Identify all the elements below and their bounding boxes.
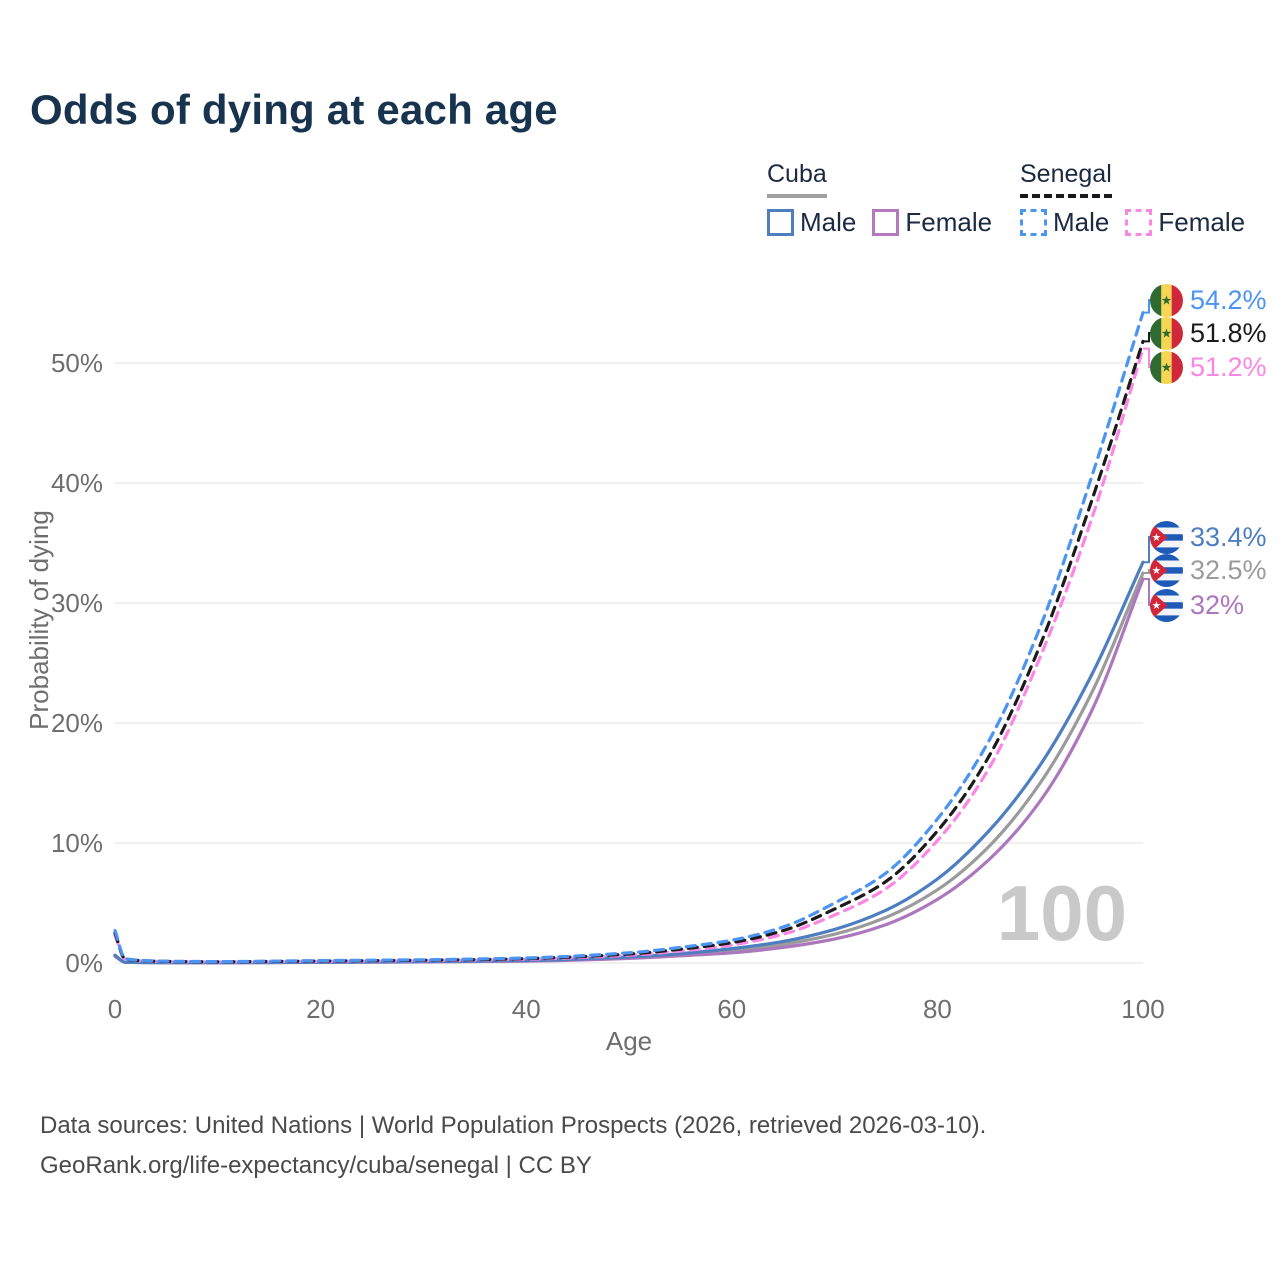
- y-tick-label: 10%: [51, 828, 103, 858]
- end-label-cuba-male: 33.4%: [1150, 520, 1267, 554]
- y-axis-title: Probability of dying: [24, 510, 54, 730]
- y-tick-label: 40%: [51, 468, 103, 498]
- end-label-value: 32%: [1190, 589, 1245, 620]
- senegal-flag-icon: [1150, 317, 1183, 350]
- legend-item-senegal-male[interactable]: Male: [1020, 207, 1109, 238]
- y-tick-label: 30%: [51, 588, 103, 618]
- end-label-value: 33.4%: [1190, 521, 1267, 552]
- legend-item-cuba-female[interactable]: Female: [872, 207, 992, 238]
- x-tick-label: 40: [512, 994, 541, 1024]
- senegal-male-swatch-icon: [1020, 209, 1047, 236]
- x-tick-label: 0: [108, 994, 122, 1024]
- legend-item-cuba-male[interactable]: Male: [767, 207, 856, 238]
- x-tick-label: 80: [923, 994, 952, 1024]
- x-tick-label: 100: [1121, 994, 1164, 1024]
- legend-header-senegal[interactable]: Senegal: [1020, 160, 1112, 198]
- end-label-cuba-both: 32.5%: [1150, 553, 1267, 587]
- end-label-value: 32.5%: [1190, 554, 1267, 585]
- end-label-senegal-both: 51.8%: [1150, 316, 1267, 350]
- legend-group-senegal: Senegal Male Female: [1020, 160, 1245, 238]
- cuba-flag-icon: [1150, 589, 1183, 622]
- end-label-value: 51.8%: [1190, 317, 1267, 348]
- legend-items-senegal: Male Female: [1020, 207, 1245, 238]
- cuba-flag-icon: [1150, 521, 1183, 554]
- series-line-senegal-male[interactable]: [113, 311, 1145, 964]
- end-label-value: 51.2%: [1190, 351, 1267, 382]
- page-title: Odds of dying at each age: [30, 86, 558, 133]
- y-tick-label: 20%: [51, 708, 103, 738]
- senegal-flag-icon: [1150, 284, 1183, 317]
- footer-attribution: GeoRank.org/life-expectancy/cuba/senegal…: [40, 1152, 592, 1179]
- legend-header-cuba[interactable]: Cuba: [767, 160, 827, 198]
- end-label-senegal-male: 54.2%: [1150, 283, 1267, 317]
- x-tick-label: 60: [717, 994, 746, 1024]
- cuba-flag-icon: [1150, 554, 1183, 587]
- legend-item-label: Female: [1158, 207, 1246, 237]
- x-tick-label: 20: [306, 994, 335, 1024]
- series-line-senegal-both[interactable]: [113, 339, 1145, 964]
- end-label-cuba-female: 32%: [1150, 588, 1244, 622]
- senegal-female-swatch-icon: [1125, 209, 1153, 236]
- x-axis-title: Age: [606, 1026, 652, 1056]
- cuba-female-swatch-icon: [872, 209, 900, 236]
- footer-sources: Data sources: United Nations | World Pop…: [40, 1112, 987, 1139]
- cuba-male-swatch-icon: [767, 209, 794, 236]
- y-tick-label: 0%: [65, 948, 103, 978]
- series-line-senegal-female[interactable]: [113, 347, 1145, 964]
- senegal-flag-icon: [1150, 351, 1183, 384]
- end-label-value: 54.2%: [1190, 284, 1267, 315]
- footer: Data sources: United Nations | World Pop…: [40, 1106, 986, 1186]
- y-tick-label: 50%: [51, 348, 103, 378]
- series-line-cuba-female[interactable]: [113, 577, 1145, 965]
- end-label-senegal-female: 51.2%: [1150, 350, 1267, 384]
- legend-item-label: Male: [1053, 207, 1110, 237]
- legend-item-label: Male: [800, 207, 857, 237]
- legend-items-cuba: Male Female: [767, 207, 992, 238]
- legend-item-senegal-female[interactable]: Female: [1125, 207, 1245, 238]
- series-line-cuba-male[interactable]: [113, 560, 1145, 965]
- legend-item-label: Female: [905, 207, 993, 237]
- age-counter-watermark: 100: [997, 869, 1127, 957]
- legend-group-cuba: Cuba Male Female: [767, 160, 992, 238]
